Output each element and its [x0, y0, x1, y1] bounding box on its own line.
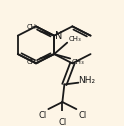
Text: Cl: Cl — [58, 118, 66, 126]
Text: CH₃: CH₃ — [71, 59, 84, 65]
Text: CH₃: CH₃ — [68, 36, 81, 42]
Text: CH₃: CH₃ — [26, 59, 39, 65]
Text: CH₃: CH₃ — [26, 24, 39, 30]
Text: Cl: Cl — [78, 111, 87, 120]
Text: NH₂: NH₂ — [78, 76, 95, 85]
Text: N: N — [56, 31, 63, 41]
Text: Cl: Cl — [38, 111, 46, 120]
